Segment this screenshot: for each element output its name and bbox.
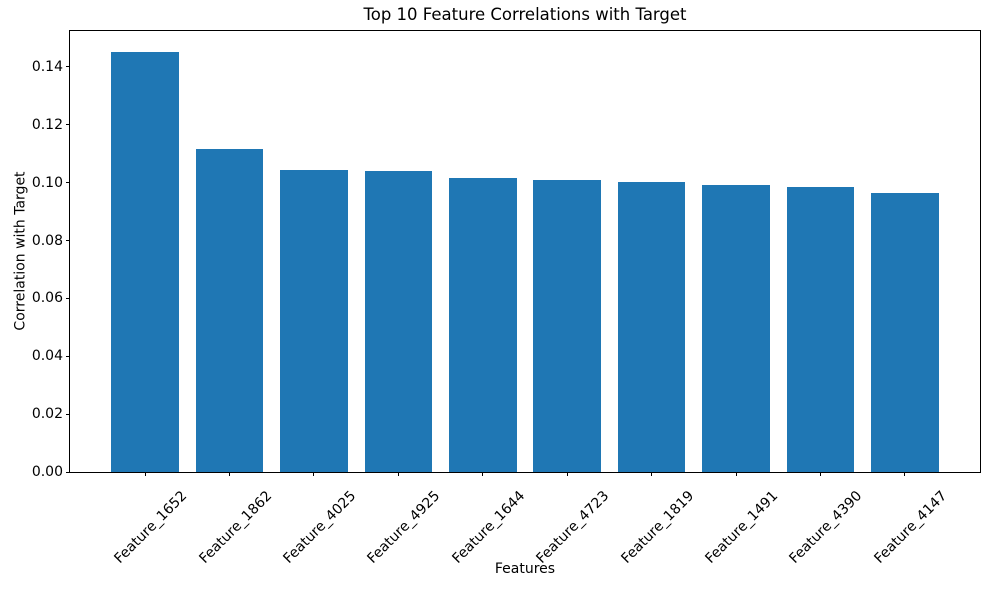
x-tick-label: Feature_4025 bbox=[280, 488, 360, 567]
x-axis-label: Features bbox=[494, 561, 556, 577]
bar-Feature_1862 bbox=[195, 149, 264, 472]
y-tick-label: 0.10 bbox=[31, 174, 63, 191]
x-tick-mark bbox=[397, 472, 399, 476]
bar-Feature_4147 bbox=[871, 192, 939, 472]
x-tick-mark bbox=[144, 472, 146, 476]
x-tick-label: Feature_1644 bbox=[449, 488, 529, 567]
x-tick-mark bbox=[229, 472, 231, 476]
bar-Feature_4723 bbox=[533, 180, 601, 472]
bar-Feature_4925 bbox=[364, 171, 433, 472]
y-tick-label: 0.12 bbox=[31, 116, 63, 133]
x-tick-label: Feature_4147 bbox=[871, 488, 951, 567]
x-tick-label: Feature_4390 bbox=[786, 488, 866, 567]
x-tick-label: Feature_1819 bbox=[618, 488, 697, 567]
x-tick-label: Feature_4723 bbox=[533, 488, 613, 567]
x-tick-mark bbox=[651, 472, 653, 476]
bar-Feature_4390 bbox=[786, 186, 855, 472]
y-tick-mark bbox=[65, 66, 70, 68]
x-tick-label: Feature_1491 bbox=[702, 488, 782, 567]
bar-Feature_1491 bbox=[702, 184, 770, 472]
x-tick-mark bbox=[313, 472, 315, 476]
x-tick-label: Feature_1862 bbox=[195, 488, 275, 567]
x-tick-mark bbox=[735, 472, 737, 476]
y-tick-mark bbox=[65, 240, 70, 241]
y-tick-label: 0.04 bbox=[31, 348, 63, 365]
x-tick-mark bbox=[819, 472, 821, 476]
x-tick-mark bbox=[566, 472, 568, 476]
chart-title: Top 10 Feature Correlations with Target bbox=[363, 5, 687, 24]
x-tick-mark bbox=[482, 472, 484, 476]
x-tick-mark bbox=[904, 472, 906, 476]
y-tick-mark bbox=[65, 413, 70, 415]
y-axis-label: Correlation with Target bbox=[12, 171, 29, 331]
x-tick-label: Feature_4925 bbox=[364, 488, 444, 567]
y-tick-label: 0.00 bbox=[31, 464, 63, 480]
y-tick-mark bbox=[65, 471, 70, 473]
bar-Feature_4025 bbox=[280, 170, 348, 472]
y-tick-mark bbox=[65, 182, 70, 184]
bar-Feature_1644 bbox=[449, 178, 517, 472]
y-tick-label: 0.02 bbox=[31, 406, 63, 423]
bar-Feature_1819 bbox=[617, 182, 686, 472]
x-tick-label: Feature_1652 bbox=[111, 488, 191, 567]
bar-Feature_1652 bbox=[111, 51, 179, 472]
y-tick-mark bbox=[65, 297, 70, 299]
plot-area: 0.00 0.02 0.04 0.06 0.08 0.10 0.12 0.14 Feature_… bbox=[32, 30, 981, 567]
y-tick-label: 0.06 bbox=[31, 290, 63, 307]
y-tick-label: 0.14 bbox=[31, 58, 63, 75]
y-tick-label: 0.08 bbox=[31, 232, 63, 249]
y-tick-mark bbox=[65, 355, 70, 357]
y-tick-mark bbox=[65, 124, 70, 126]
